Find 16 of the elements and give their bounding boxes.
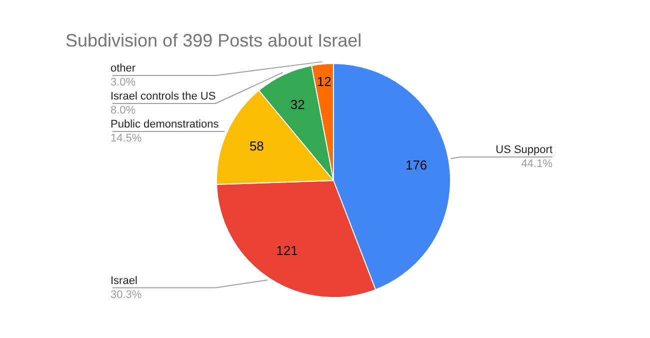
text: 58 — [249, 138, 264, 154]
slice-label: Israel controls the US — [110, 90, 216, 102]
chart-title: Subdivision of 399 Posts about Israel — [66, 30, 362, 50]
data-label: 30.3% — [110, 288, 142, 301]
data-label: 14.5% — [110, 132, 142, 144]
data-label: 3.0% — [110, 76, 136, 88]
text: 32 — [290, 96, 305, 112]
slice-label: Public demonstrations — [110, 118, 220, 130]
text: 121 — [276, 243, 298, 258]
slice-label: US Support — [496, 144, 553, 156]
text: 176 — [405, 158, 428, 173]
data-label: 8.0% — [110, 104, 136, 116]
data-label: 44.1% — [521, 158, 553, 170]
slice-label: Israel — [110, 274, 138, 287]
text: 12 — [316, 74, 332, 89]
slice-label: other — [110, 62, 136, 74]
